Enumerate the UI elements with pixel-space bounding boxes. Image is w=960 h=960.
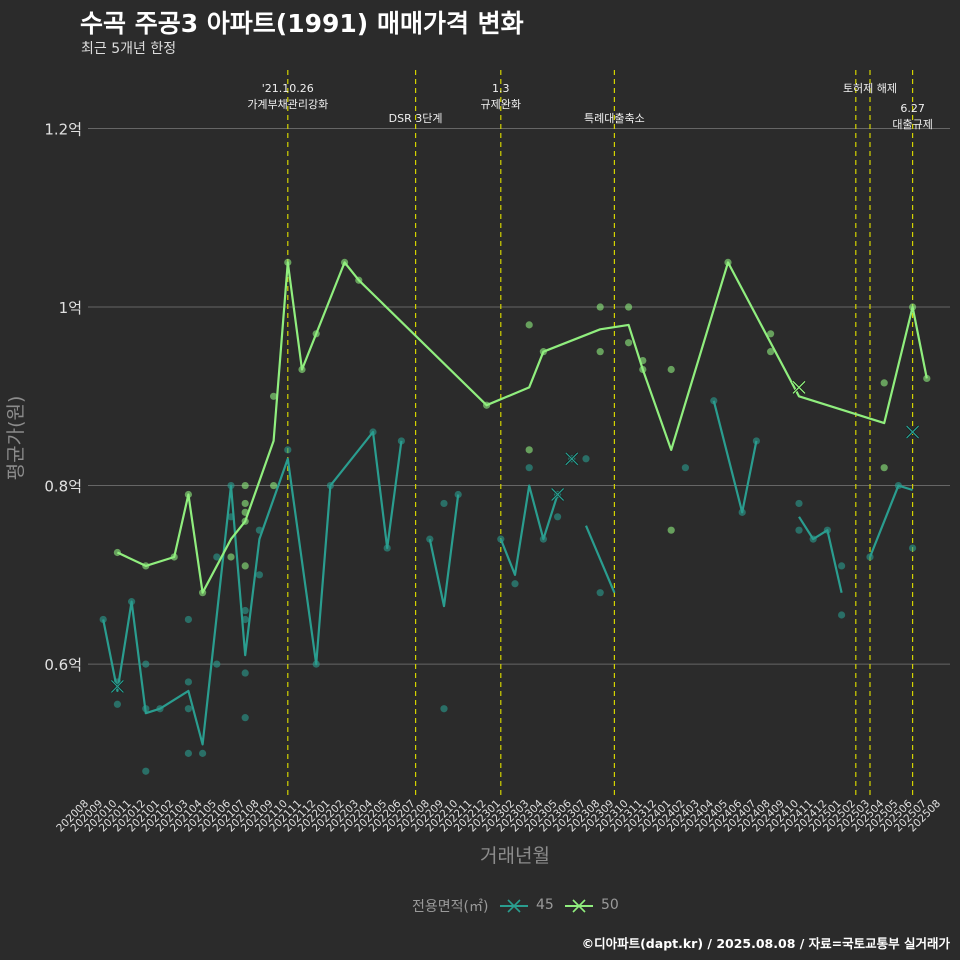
data-point — [454, 490, 462, 499]
data-point — [213, 553, 221, 561]
series-line — [102, 430, 403, 746]
data-point — [596, 303, 604, 311]
data-point — [795, 526, 803, 534]
data-point — [142, 767, 150, 775]
data-point — [284, 446, 292, 454]
data-point — [880, 464, 888, 472]
y-axis-label: 평균가(원) — [5, 396, 27, 481]
legend-label-45: 45 — [536, 897, 554, 913]
y-tick-label: 1억 — [59, 299, 82, 317]
y-tick-label: 1.2억 — [44, 120, 82, 138]
data-point — [667, 526, 675, 534]
data-point — [255, 571, 263, 579]
x-marker — [110, 679, 124, 693]
data-point — [227, 553, 235, 561]
x-marker — [565, 452, 579, 466]
data-point — [909, 544, 917, 552]
data-point — [241, 499, 249, 508]
series-line — [116, 261, 928, 594]
data-point — [184, 678, 192, 686]
data-point — [525, 446, 533, 454]
series-line — [428, 494, 460, 608]
data-point — [795, 499, 803, 508]
source-caption: ©디아파트(dapt.kr) / 2025.08.08 / 자료=국토교통부 실… — [581, 936, 950, 951]
chart-title: 수곡 주공3 아파트(1991) 매매가격 변화 — [80, 9, 524, 38]
grid-lines — [88, 127, 950, 665]
data-point — [184, 705, 192, 713]
data-point — [241, 669, 249, 677]
series-layer — [99, 258, 931, 775]
data-point — [113, 700, 121, 708]
data-point — [241, 606, 249, 615]
data-point — [270, 392, 278, 400]
data-point — [511, 580, 519, 588]
x-axis-label: 거래년월 — [480, 845, 550, 867]
data-point — [184, 749, 192, 757]
data-point — [582, 455, 590, 463]
y-tick-label: 0.6억 — [44, 656, 82, 674]
data-point — [681, 464, 690, 472]
x-marker — [792, 380, 806, 394]
data-point — [838, 611, 846, 619]
data-point — [767, 348, 775, 356]
data-point — [440, 499, 448, 508]
data-point — [923, 374, 931, 383]
series-line — [712, 400, 758, 514]
series-line — [798, 516, 843, 593]
data-point — [184, 615, 192, 624]
series-45 — [99, 397, 920, 775]
event-label: DSR 3단계 — [389, 112, 443, 125]
data-point — [241, 481, 249, 490]
series-50 — [113, 258, 931, 597]
event-label: 1.3 규제완화 — [481, 82, 521, 111]
data-point — [880, 379, 888, 387]
data-point — [142, 660, 150, 668]
y-axis-ticks: 0.6억 0.8억 1억 1.2억 — [44, 120, 82, 674]
x-marker — [906, 425, 920, 439]
data-point — [667, 365, 675, 374]
chart-subtitle: 최근 5개년 한정 — [81, 41, 177, 57]
data-point — [241, 714, 249, 722]
data-point — [596, 348, 604, 356]
data-point — [199, 749, 207, 757]
data-point — [525, 464, 533, 472]
data-point — [554, 513, 562, 521]
data-point — [767, 330, 775, 338]
legend-key-50 — [565, 899, 593, 913]
event-label: '21.10.26 가계부채관리강화 — [247, 82, 328, 111]
data-point — [241, 562, 249, 570]
legend-key-45 — [500, 899, 528, 913]
series-line — [584, 525, 616, 594]
event-label: 특례대출축소 — [584, 112, 645, 125]
data-point — [625, 339, 633, 347]
data-point — [440, 705, 448, 713]
event-label: 토허제 해제 — [843, 81, 897, 95]
y-tick-label: 0.8억 — [44, 478, 82, 496]
legend: 전용면적(㎡) 45 50 — [0, 896, 960, 916]
x-axis-ticks: 2020082020092020102020112020122021012021… — [54, 797, 943, 834]
data-point — [99, 615, 107, 624]
x-marker — [551, 488, 565, 501]
series-line — [499, 484, 559, 576]
data-point — [625, 303, 633, 311]
event-label: 6.27 대출규제 — [892, 102, 932, 131]
data-point — [710, 397, 718, 405]
data-point — [270, 481, 278, 490]
data-point — [525, 321, 533, 329]
legend-title: 전용면적(㎡) — [412, 899, 489, 915]
series-line — [868, 484, 913, 558]
data-point — [838, 562, 846, 570]
data-point — [596, 589, 604, 597]
data-point — [213, 660, 221, 668]
legend-label-50: 50 — [601, 897, 619, 913]
